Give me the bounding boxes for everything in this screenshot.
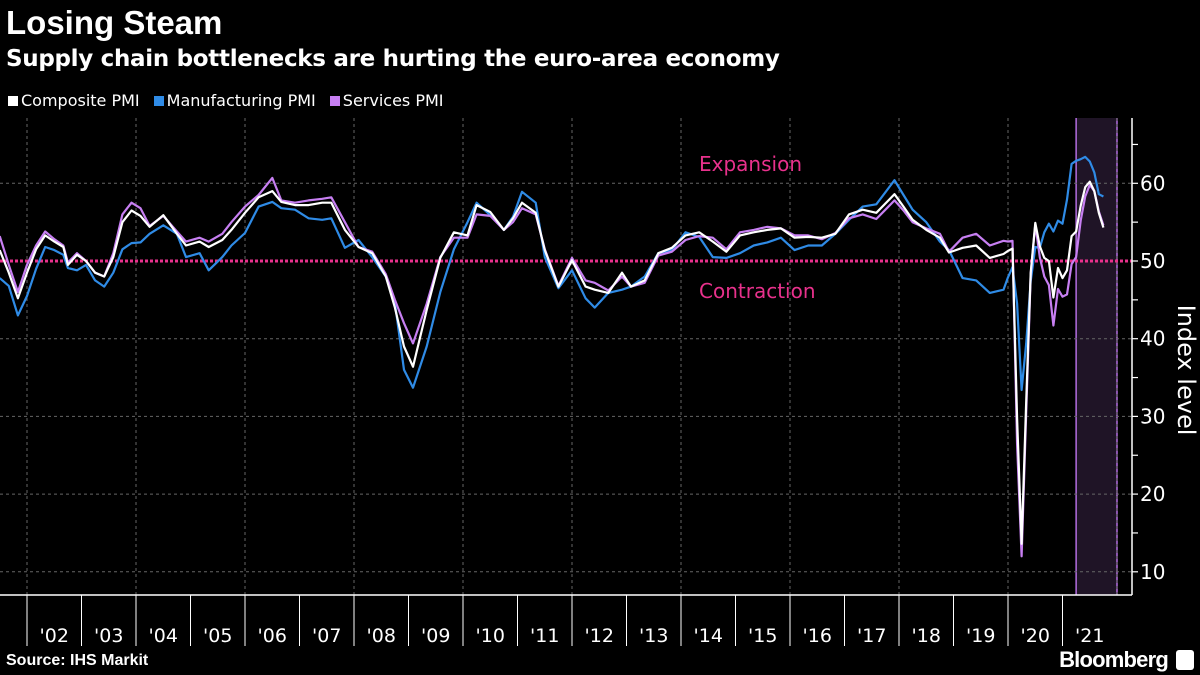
x-tick-label: '19 [966,625,995,647]
x-tick-label: '05 [203,625,232,647]
expansion-label: Expansion [699,152,802,176]
legend-label: Services PMI [342,91,444,110]
x-tick-label: '15 [748,625,777,647]
bloomberg-logo: Bloomberg [1059,647,1169,672]
series-line-composite-pmi [0,180,1105,545]
x-tick-label: '14 [694,625,723,647]
contraction-label: Contraction [699,279,816,303]
x-tick-label: '20 [1021,625,1050,647]
legend-item-composite: Composite PMI [8,91,140,110]
y-tick-label: 50 [1140,249,1165,273]
x-tick-label: '06 [258,625,287,647]
chart-subtitle: Supply chain bottlenecks are hurting the… [6,46,780,72]
x-tick-label: '07 [312,625,341,647]
x-tick-label: '09 [421,625,450,647]
x-tick-label: '04 [149,625,178,647]
x-tick-label: '21 [1075,625,1104,647]
legend: Composite PMI Manufacturing PMI Services… [8,91,444,110]
y-tick-label: 10 [1140,560,1165,584]
x-tick-label: '17 [857,625,886,647]
chart-title: Losing Steam [6,4,223,41]
x-tick-label: '10 [476,625,505,647]
x-tick-label: '12 [585,625,614,647]
x-tick-label: '02 [40,625,69,647]
y-tick-label: 20 [1140,482,1165,506]
y-tick-label: 30 [1140,404,1165,428]
legend-label: Manufacturing PMI [166,91,316,110]
x-tick-label: '08 [367,625,396,647]
x-tick-label: '18 [912,625,941,647]
x-tick-label: '11 [530,625,559,647]
series-line-services-pmi [0,176,1105,558]
legend-swatch-manufacturing [153,95,164,106]
legend-swatch-services [329,95,340,106]
source-note: Source: IHS Markit [6,652,149,669]
y-tick-label: 60 [1140,171,1165,195]
x-tick-label: '03 [94,625,123,647]
y-tick-label: 40 [1140,327,1165,351]
legend-label: Composite PMI [21,91,140,110]
legend-item-manufacturing: Manufacturing PMI [153,91,316,110]
x-tick-label: '13 [639,625,668,647]
legend-swatch-composite [8,95,18,106]
series-line-manufacturing-pmi [0,155,1104,392]
shaded-period [1076,118,1117,595]
bloomberg-chart-icon [1176,650,1194,670]
legend-item-services: Services PMI [329,91,444,110]
y-axis-label: Index level [1172,305,1200,436]
x-tick-label: '16 [803,625,832,647]
